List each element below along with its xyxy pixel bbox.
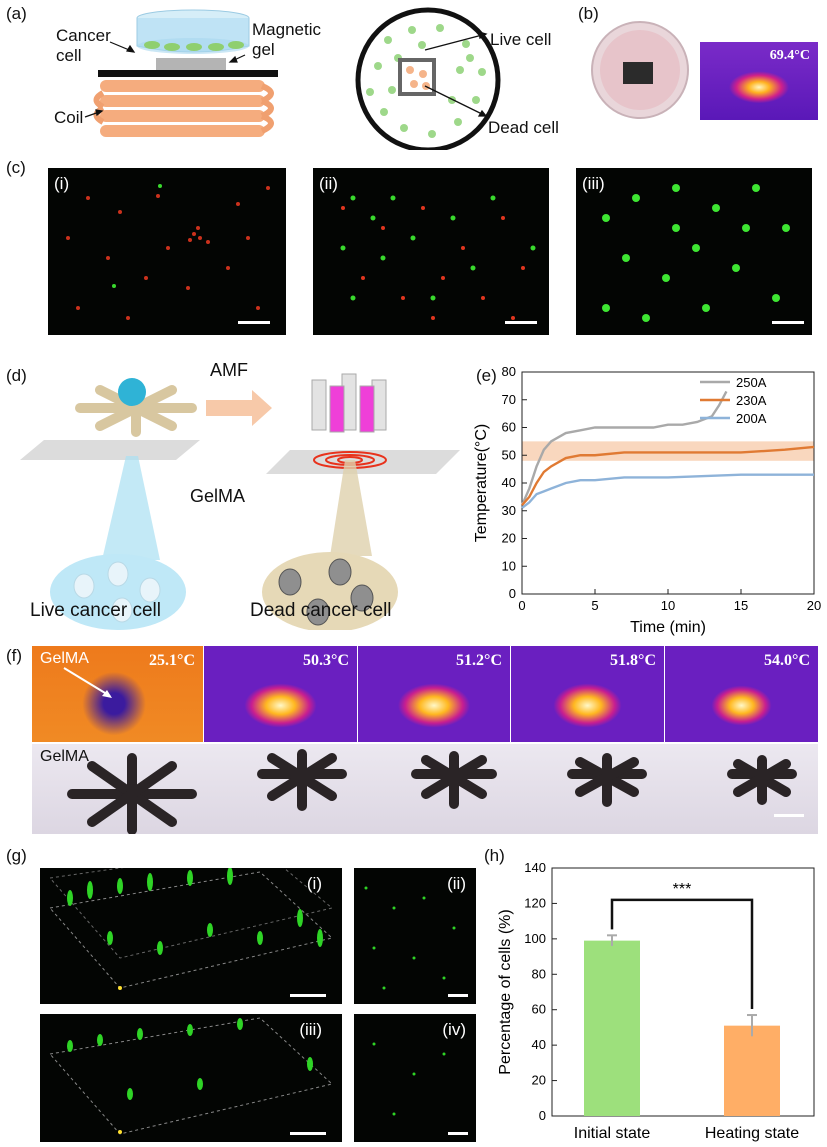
y-tick-label: 120 bbox=[524, 895, 546, 910]
x-tick-label: 0 bbox=[518, 598, 525, 613]
legend-label-250A: 250A bbox=[736, 375, 767, 390]
magnetic-gel-label: Magnetic gel bbox=[252, 20, 321, 59]
y-axis-label: Temperature(°C) bbox=[473, 424, 490, 542]
gelma-label-f-top: GelMA bbox=[40, 650, 89, 667]
y-tick-label: 140 bbox=[524, 860, 546, 875]
y-axis-label: Percentage of cells (%) bbox=[497, 909, 514, 1074]
y-tick-label: 70 bbox=[502, 392, 516, 407]
confocal-tag-g-i: (i) bbox=[306, 874, 322, 893]
y-tick-label: 50 bbox=[502, 447, 516, 462]
robot-photos-f bbox=[67, 749, 804, 834]
scale-bar-c-iii bbox=[772, 321, 804, 324]
live-cell-label: Live cell bbox=[490, 30, 552, 49]
panel-label-g: (g) bbox=[6, 846, 27, 865]
legend-label-230A: 230A bbox=[736, 393, 767, 408]
bar-0 bbox=[584, 940, 640, 1116]
y-tick-label: 100 bbox=[524, 931, 546, 946]
legend-label-200A: 200A bbox=[736, 411, 767, 426]
panel-label-c: (c) bbox=[6, 158, 26, 177]
confocal-g-ii: (ii) bbox=[354, 868, 476, 1004]
micrograph-c-iii: (iii) bbox=[576, 168, 812, 335]
gelma-arrow-top bbox=[63, 667, 112, 698]
micrograph-tag-c-i: (i) bbox=[54, 174, 70, 193]
x-tick-label: 5 bbox=[591, 598, 598, 613]
thermal-temp-f-3: 51.2°C bbox=[456, 652, 502, 669]
thermal-temp-f-2: 50.3°C bbox=[303, 652, 349, 669]
panel-d-schematic bbox=[20, 373, 460, 630]
x-axis-label: Time (min) bbox=[630, 619, 706, 636]
category-label-1: Heating state bbox=[705, 1125, 799, 1142]
y-tick-label: 0 bbox=[539, 1108, 546, 1123]
scale-bar-c-ii bbox=[505, 321, 537, 324]
scale-bar-c-i bbox=[238, 321, 270, 324]
dead-cell-label: Dead cell bbox=[488, 118, 559, 137]
coil-label: Coil bbox=[54, 108, 84, 127]
cancer-cell-label: Cancer cell bbox=[56, 26, 111, 65]
thermal-temp-f-5: 54.0°C bbox=[764, 652, 810, 669]
panel-label-b: (b) bbox=[578, 4, 599, 23]
confocal-g-i: (i) bbox=[40, 868, 342, 1004]
temperature-chart: 0 10 20 30 40 50 60 70 80 0 5 10 15 20 250A 230A 200A Tim… bbox=[473, 364, 821, 636]
panel-label-f: (f) bbox=[6, 646, 23, 665]
x-tick-label: 20 bbox=[807, 598, 821, 613]
y-tick-label: 40 bbox=[532, 1037, 546, 1052]
panel-label-h: (h) bbox=[484, 846, 505, 865]
panel-a-schematic bbox=[84, 7, 501, 150]
micrograph-tag-c-iii: (iii) bbox=[582, 174, 605, 193]
thermal-temp-f-1: 25.1°C bbox=[149, 652, 195, 669]
category-label-0: Initial state bbox=[574, 1125, 651, 1142]
gelma-label-f-bottom: GelMA bbox=[40, 748, 89, 765]
thermal-temp-b: 69.4°C bbox=[769, 48, 810, 63]
y-tick-label: 20 bbox=[502, 531, 516, 546]
thermal-image-f-2: 50.3°C bbox=[204, 646, 357, 742]
thermal-image-f-5: 54.0°C bbox=[665, 646, 818, 742]
thermal-image-f-1: 25.1°C bbox=[32, 646, 203, 742]
y-tick-label: 60 bbox=[532, 1002, 546, 1017]
gelma-label-d: GelMA bbox=[190, 486, 246, 506]
x-tick-label: 10 bbox=[661, 598, 675, 613]
confocal-g-iv: (iv) bbox=[354, 1014, 476, 1142]
y-tick-label: 0 bbox=[509, 586, 516, 601]
confocal-tag-g-iv: (iv) bbox=[442, 1020, 466, 1039]
bar-1 bbox=[724, 1025, 780, 1116]
y-tick-label: 80 bbox=[532, 966, 546, 981]
dead-cancer-cell-label: Dead cancer cell bbox=[250, 600, 392, 621]
confocal-g-iii: (iii) bbox=[40, 1014, 342, 1142]
micrograph-tag-c-ii: (ii) bbox=[319, 174, 338, 193]
amf-label: AMF bbox=[210, 360, 248, 380]
y-tick-label: 10 bbox=[502, 558, 516, 573]
plot-frame bbox=[551, 867, 815, 1117]
series-line-200A bbox=[521, 473, 814, 509]
y-tick-label: 60 bbox=[502, 420, 516, 435]
x-tick-label: 15 bbox=[734, 598, 748, 613]
panel-label-e: (e) bbox=[476, 366, 497, 385]
micrograph-c-i: (i) bbox=[48, 168, 286, 335]
series-line-230A bbox=[521, 445, 815, 506]
thermal-image-f-4: 51.8°C bbox=[511, 646, 664, 742]
live-cancer-cell-label: Live cancer cell bbox=[30, 600, 161, 621]
confocal-tag-g-iii: (iii) bbox=[299, 1020, 322, 1039]
thermal-temp-f-4: 51.8°C bbox=[610, 652, 656, 669]
thermal-image-b: 69.4°C bbox=[700, 42, 818, 120]
y-tick-label: 40 bbox=[502, 475, 516, 490]
significance-label: *** bbox=[673, 881, 692, 898]
micrograph-c-ii: (ii) bbox=[313, 168, 549, 335]
panel-label-d: (d) bbox=[6, 366, 27, 385]
y-tick-label: 30 bbox=[502, 503, 516, 518]
thermal-image-f-3: 51.2°C bbox=[358, 646, 510, 742]
significance-bracket bbox=[610, 898, 754, 1010]
panel-label-a: (a) bbox=[6, 4, 27, 23]
y-tick-label: 20 bbox=[532, 1073, 546, 1088]
cell-percentage-chart: 0 20 40 60 80 100 120 140 Initial state Heating s… bbox=[497, 860, 815, 1142]
dish-photo bbox=[591, 21, 689, 119]
confocal-tag-g-ii: (ii) bbox=[447, 874, 466, 893]
y-tick-label: 80 bbox=[502, 364, 516, 379]
